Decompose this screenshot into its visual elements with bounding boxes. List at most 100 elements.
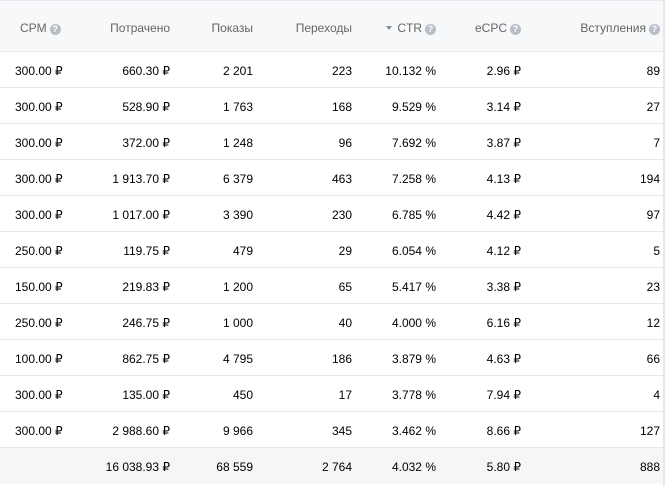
cell-joins: 12	[646, 316, 660, 330]
cell-cpm: 250.00 ₽	[15, 244, 63, 258]
cell-spent: 862.75 ₽	[122, 352, 170, 366]
column-header-label: CTR	[397, 21, 422, 35]
cell-joins: 194	[639, 172, 660, 186]
cell-joins: 23	[646, 280, 660, 294]
table-row: 300.00 ₽ 2 988.60 ₽ 9 966 345 3.462 % 8.…	[0, 412, 665, 448]
column-header-label: eCPC	[474, 21, 507, 35]
cell-ctr: 3.879 %	[391, 352, 436, 366]
cell-ctr: 10.132 %	[385, 64, 436, 78]
cell-cpm: 150.00 ₽	[15, 280, 63, 294]
cell-ecpc: 4.63 ₽	[486, 352, 521, 366]
table-row: 100.00 ₽ 862.75 ₽ 4 795 186 3.879 % 4.63…	[0, 340, 665, 376]
cell-ecpc: 3.14 ₽	[486, 100, 521, 114]
cell-spent: 135.00 ₽	[122, 388, 170, 402]
cell-cpm: 300.00 ₽	[15, 136, 63, 150]
cell-ctr: 3.462 %	[391, 424, 436, 438]
cell-impressions: 4 795	[222, 352, 253, 366]
table-row: 300.00 ₽ 372.00 ₽ 1 248 96 7.692 % 3.87 …	[0, 124, 665, 160]
cell-cpm: 300.00 ₽	[15, 208, 63, 222]
help-icon[interactable]: ?	[425, 24, 436, 35]
cell-clicks: 230	[331, 208, 352, 222]
cell-clicks: 463	[331, 172, 352, 186]
total-ctr: 4.032 %	[391, 460, 436, 474]
cell-cpm: 300.00 ₽	[15, 424, 63, 438]
cell-ctr: 7.692 %	[391, 136, 436, 150]
cell-ecpc: 8.66 ₽	[486, 424, 521, 438]
cell-clicks: 17	[338, 388, 352, 402]
stats-table: CPM? Потрачено Показы Переходы CTR? eCPC…	[0, 0, 665, 486]
cell-ctr: 6.785 %	[391, 208, 436, 222]
cell-joins: 127	[639, 424, 660, 438]
cell-impressions: 3 390	[222, 208, 253, 222]
cell-clicks: 29	[338, 244, 352, 258]
column-header-label: CPM	[20, 21, 47, 35]
cell-cpm: 300.00 ₽	[15, 388, 63, 402]
total-impressions: 68 559	[216, 460, 253, 474]
column-header-label: Переходы	[295, 21, 352, 35]
cell-impressions: 9 966	[222, 424, 253, 438]
cell-joins: 4	[653, 388, 660, 402]
cell-clicks: 345	[331, 424, 352, 438]
cell-impressions: 2 201	[222, 64, 253, 78]
cell-spent: 660.30 ₽	[122, 64, 170, 78]
cell-impressions: 1 763	[222, 100, 253, 114]
cell-ecpc: 6.16 ₽	[486, 316, 521, 330]
cell-cpm: 300.00 ₽	[15, 64, 63, 78]
cell-ctr: 4.000 %	[391, 316, 436, 330]
column-header-spent[interactable]: Потрачено	[66, 1, 170, 51]
cell-joins: 97	[646, 208, 660, 222]
column-header-ecpc[interactable]: eCPC?	[436, 1, 521, 51]
cell-impressions: 1 200	[222, 280, 253, 294]
help-icon[interactable]: ?	[49, 24, 61, 35]
column-header-cpm[interactable]: CPM?	[0, 1, 66, 51]
table-row: 150.00 ₽ 219.83 ₽ 1 200 65 5.417 % 3.38 …	[0, 268, 665, 304]
table-row: 250.00 ₽ 246.75 ₽ 1 000 40 4.000 % 6.16 …	[0, 304, 665, 340]
cell-spent: 528.90 ₽	[122, 100, 170, 114]
cell-cpm: 250.00 ₽	[15, 316, 63, 330]
cell-cpm: 300.00 ₽	[15, 100, 63, 114]
cell-ctr: 9.529 %	[391, 100, 436, 114]
table-row: 300.00 ₽ 135.00 ₽ 450 17 3.778 % 7.94 ₽ …	[0, 376, 665, 412]
cell-impressions: 1 248	[222, 136, 253, 150]
total-spent: 16 038.93 ₽	[105, 460, 170, 474]
cell-ecpc: 3.87 ₽	[486, 136, 521, 150]
column-header-joins[interactable]: Вступления?	[521, 1, 660, 51]
cell-spent: 219.83 ₽	[122, 280, 170, 294]
totals-row: 16 038.93 ₽ 68 559 2 764 4.032 % 5.80 ₽ …	[0, 448, 665, 484]
total-ecpc: 5.80 ₽	[486, 460, 521, 474]
help-icon[interactable]: ?	[510, 24, 521, 35]
table-row: 300.00 ₽ 1 017.00 ₽ 3 390 230 6.785 % 4.…	[0, 196, 665, 232]
table-row: 250.00 ₽ 119.75 ₽ 479 29 6.054 % 4.12 ₽ …	[0, 232, 665, 268]
sort-desc-icon	[386, 26, 393, 30]
cell-joins: 89	[646, 64, 660, 78]
cell-joins: 27	[646, 100, 660, 114]
column-header-ctr[interactable]: CTR?	[352, 1, 436, 51]
cell-impressions: 450	[232, 388, 253, 402]
cell-clicks: 186	[331, 352, 352, 366]
table-row: 300.00 ₽ 660.30 ₽ 2 201 223 10.132 % 2.9…	[0, 52, 665, 88]
cell-ctr: 5.417 %	[391, 280, 436, 294]
cell-ecpc: 4.13 ₽	[486, 172, 521, 186]
scrollbar-edge[interactable]	[663, 0, 665, 486]
table-row: 300.00 ₽ 1 913.70 ₽ 6 379 463 7.258 % 4.…	[0, 160, 665, 196]
cell-clicks: 40	[338, 316, 352, 330]
cell-ctr: 6.054 %	[391, 244, 436, 258]
cell-ecpc: 7.94 ₽	[486, 388, 521, 402]
cell-joins: 66	[646, 352, 660, 366]
column-header-clicks[interactable]: Переходы	[253, 1, 352, 51]
cell-spent: 119.75 ₽	[123, 244, 170, 258]
cell-impressions: 479	[232, 244, 253, 258]
column-header-impressions[interactable]: Показы	[170, 1, 253, 51]
cell-clicks: 65	[338, 280, 352, 294]
cell-clicks: 168	[331, 100, 352, 114]
cell-spent: 246.75 ₽	[122, 316, 170, 330]
help-icon[interactable]: ?	[649, 24, 660, 35]
cell-spent: 2 988.60 ₽	[112, 424, 170, 438]
total-joins: 888	[639, 460, 660, 474]
total-cpm	[0, 448, 66, 484]
cell-ecpc: 2.96 ₽	[486, 64, 521, 78]
cell-joins: 7	[653, 136, 660, 150]
table-header: CPM? Потрачено Показы Переходы CTR? eCPC…	[0, 0, 665, 52]
cell-spent: 1 017.00 ₽	[112, 208, 170, 222]
cell-impressions: 1 000	[222, 316, 253, 330]
